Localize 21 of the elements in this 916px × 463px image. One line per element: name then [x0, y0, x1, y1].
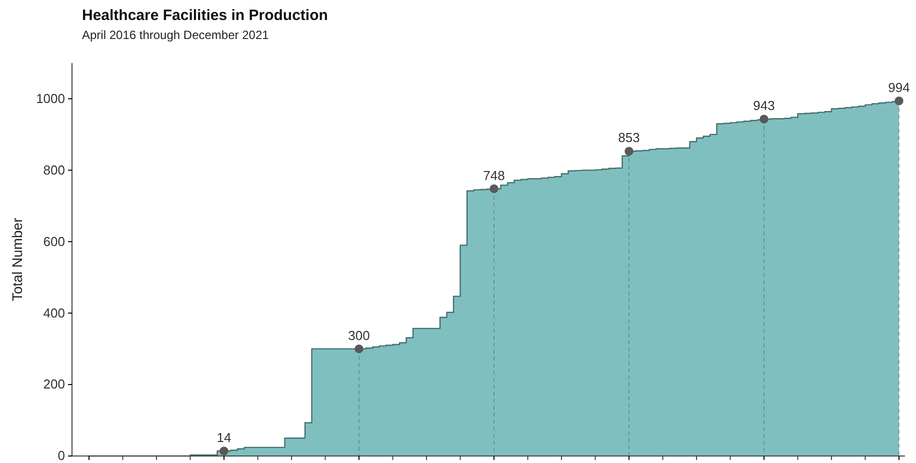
point: [894, 96, 904, 106]
chart-title: Healthcare Facilities in Production: [82, 7, 328, 24]
chart-subtitle: April 2016 through December 2021: [82, 28, 270, 42]
data-label: 994: [888, 80, 910, 95]
point: [624, 146, 634, 156]
point: [354, 344, 364, 354]
y-tick-label: 800: [43, 162, 65, 178]
y-tick-label: 0: [58, 448, 65, 463]
data-label: 853: [618, 130, 640, 146]
point: [490, 184, 498, 194]
y-tick-label: 600: [43, 234, 65, 249]
data-label: 748: [483, 168, 505, 183]
data-label: 300: [348, 328, 370, 343]
data-label: 943: [753, 98, 775, 114]
y-tick-label: 1000: [36, 90, 65, 106]
data-label: 14: [216, 430, 232, 445]
y-tick-label: 400: [43, 305, 65, 320]
y-axis-title: Total Number: [9, 218, 25, 302]
y-tick-label: 200: [43, 376, 65, 392]
point: [220, 446, 228, 456]
point: [760, 114, 768, 124]
